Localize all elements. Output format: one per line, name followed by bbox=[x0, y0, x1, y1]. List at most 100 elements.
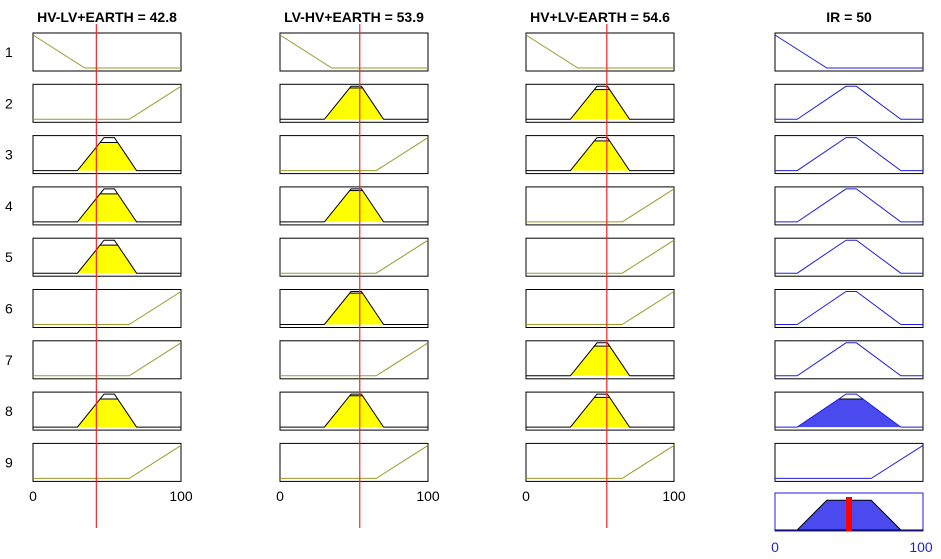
membership-line bbox=[280, 85, 428, 120]
membership-line bbox=[775, 188, 923, 223]
fired-area bbox=[77, 245, 137, 274]
membership-line bbox=[526, 342, 674, 377]
x-tick-min: 0 bbox=[29, 488, 37, 504]
input-3-rule-1-panel bbox=[525, 32, 675, 72]
output-rule-9-panel bbox=[774, 442, 924, 482]
membership-line bbox=[775, 393, 923, 428]
input-1-rule-5-panel bbox=[32, 237, 182, 277]
input-3-rule-9-panel bbox=[525, 442, 675, 482]
membership-line bbox=[33, 444, 182, 479]
membership-line bbox=[33, 85, 182, 120]
panel-frame bbox=[774, 135, 924, 175]
input-2-rule-2-panel bbox=[279, 83, 429, 123]
rule-label-2: 2 bbox=[5, 95, 13, 111]
membership-line bbox=[775, 444, 924, 479]
input-title-2: LV-HV+EARTH = 53.9 bbox=[284, 9, 424, 25]
input-1-rule-8-panel bbox=[32, 391, 182, 431]
input-title-3: HV+LV-EARTH = 54.6 bbox=[530, 9, 670, 25]
input-1-rule-2-panel bbox=[32, 83, 182, 123]
membership-line bbox=[280, 393, 428, 428]
membership-line bbox=[280, 239, 429, 274]
membership-line bbox=[33, 188, 181, 223]
membership-line bbox=[775, 239, 923, 274]
rule-label-9: 9 bbox=[5, 454, 13, 470]
membership-line bbox=[774, 34, 923, 69]
rule-label-6: 6 bbox=[5, 301, 13, 317]
fired-area bbox=[77, 193, 137, 222]
membership-line bbox=[526, 393, 674, 428]
rule-label-4: 4 bbox=[5, 198, 13, 214]
membership-line bbox=[33, 291, 182, 325]
panel-frame bbox=[525, 32, 675, 72]
output-rule-8-panel bbox=[774, 391, 924, 431]
rule-label-1: 1 bbox=[5, 44, 13, 60]
panel-frame bbox=[774, 32, 924, 72]
membership-line bbox=[279, 34, 428, 69]
panel-frame bbox=[279, 32, 429, 72]
panel-frame bbox=[279, 135, 429, 175]
input-2-rule-3-panel bbox=[279, 135, 429, 175]
membership-line bbox=[526, 188, 675, 223]
x-tick-max: 100 bbox=[662, 488, 686, 504]
panel-frame bbox=[279, 237, 429, 277]
input-3-rule-3-panel bbox=[525, 135, 675, 175]
input-1-rule-4-panel bbox=[32, 186, 182, 226]
membership-line bbox=[280, 291, 428, 325]
input-3-rule-5-panel bbox=[525, 237, 675, 277]
fired-area bbox=[324, 395, 384, 428]
fired-area bbox=[324, 293, 384, 325]
membership-line bbox=[526, 291, 675, 325]
x-tick-min: 0 bbox=[276, 488, 284, 504]
panel-frame bbox=[774, 442, 924, 482]
membership-line bbox=[33, 342, 182, 377]
membership-line bbox=[775, 137, 923, 172]
panel-frame bbox=[32, 289, 182, 328]
panel-frame bbox=[774, 237, 924, 277]
panel-frame bbox=[774, 186, 924, 226]
panel-frame bbox=[32, 340, 182, 380]
output-rule-5-panel bbox=[774, 237, 924, 277]
input-1-rule-3-panel bbox=[32, 135, 182, 175]
membership-line bbox=[525, 34, 674, 69]
panel-frame bbox=[525, 289, 675, 328]
membership-line bbox=[280, 137, 429, 172]
output-rule-2-panel bbox=[774, 83, 924, 123]
input-2-rule-7-panel bbox=[279, 340, 429, 380]
fired-area bbox=[324, 190, 384, 222]
fired-area bbox=[570, 346, 630, 376]
input-title-1: HV-LV+EARTH = 42.8 bbox=[37, 9, 177, 25]
panel-frame bbox=[32, 442, 182, 482]
membership-line bbox=[33, 239, 181, 274]
output-rule-1-panel bbox=[774, 32, 924, 72]
output-tick-max: 100 bbox=[909, 539, 933, 555]
membership-line bbox=[33, 393, 181, 428]
membership-line bbox=[280, 444, 429, 479]
panel-frame bbox=[774, 83, 924, 123]
panel-frame bbox=[32, 83, 182, 123]
rule-label-8: 8 bbox=[5, 403, 13, 419]
panel-frame bbox=[279, 442, 429, 482]
membership-line bbox=[775, 342, 923, 377]
rule-label-3: 3 bbox=[5, 147, 13, 163]
output-rule-3-panel bbox=[774, 135, 924, 175]
output-rule-7-panel bbox=[774, 340, 924, 380]
fired-area bbox=[570, 397, 630, 428]
input-3-rule-2-panel bbox=[525, 83, 675, 123]
membership-line bbox=[32, 34, 181, 69]
panel-frame bbox=[774, 340, 924, 380]
input-3-rule-4-panel bbox=[525, 186, 675, 226]
aggregate-output-panel bbox=[774, 492, 924, 532]
membership-line bbox=[775, 85, 923, 120]
membership-line bbox=[526, 85, 674, 120]
input-1-rule-1-panel bbox=[32, 32, 182, 72]
membership-line bbox=[280, 188, 428, 223]
panel-frame bbox=[32, 32, 182, 72]
input-3-rule-6-panel bbox=[525, 289, 675, 328]
output-tick-min: 0 bbox=[771, 539, 779, 555]
x-tick-max: 100 bbox=[169, 488, 193, 504]
membership-line bbox=[526, 444, 675, 479]
panel-frame bbox=[774, 289, 924, 328]
fired-area bbox=[77, 142, 137, 171]
fired-area bbox=[77, 399, 137, 428]
